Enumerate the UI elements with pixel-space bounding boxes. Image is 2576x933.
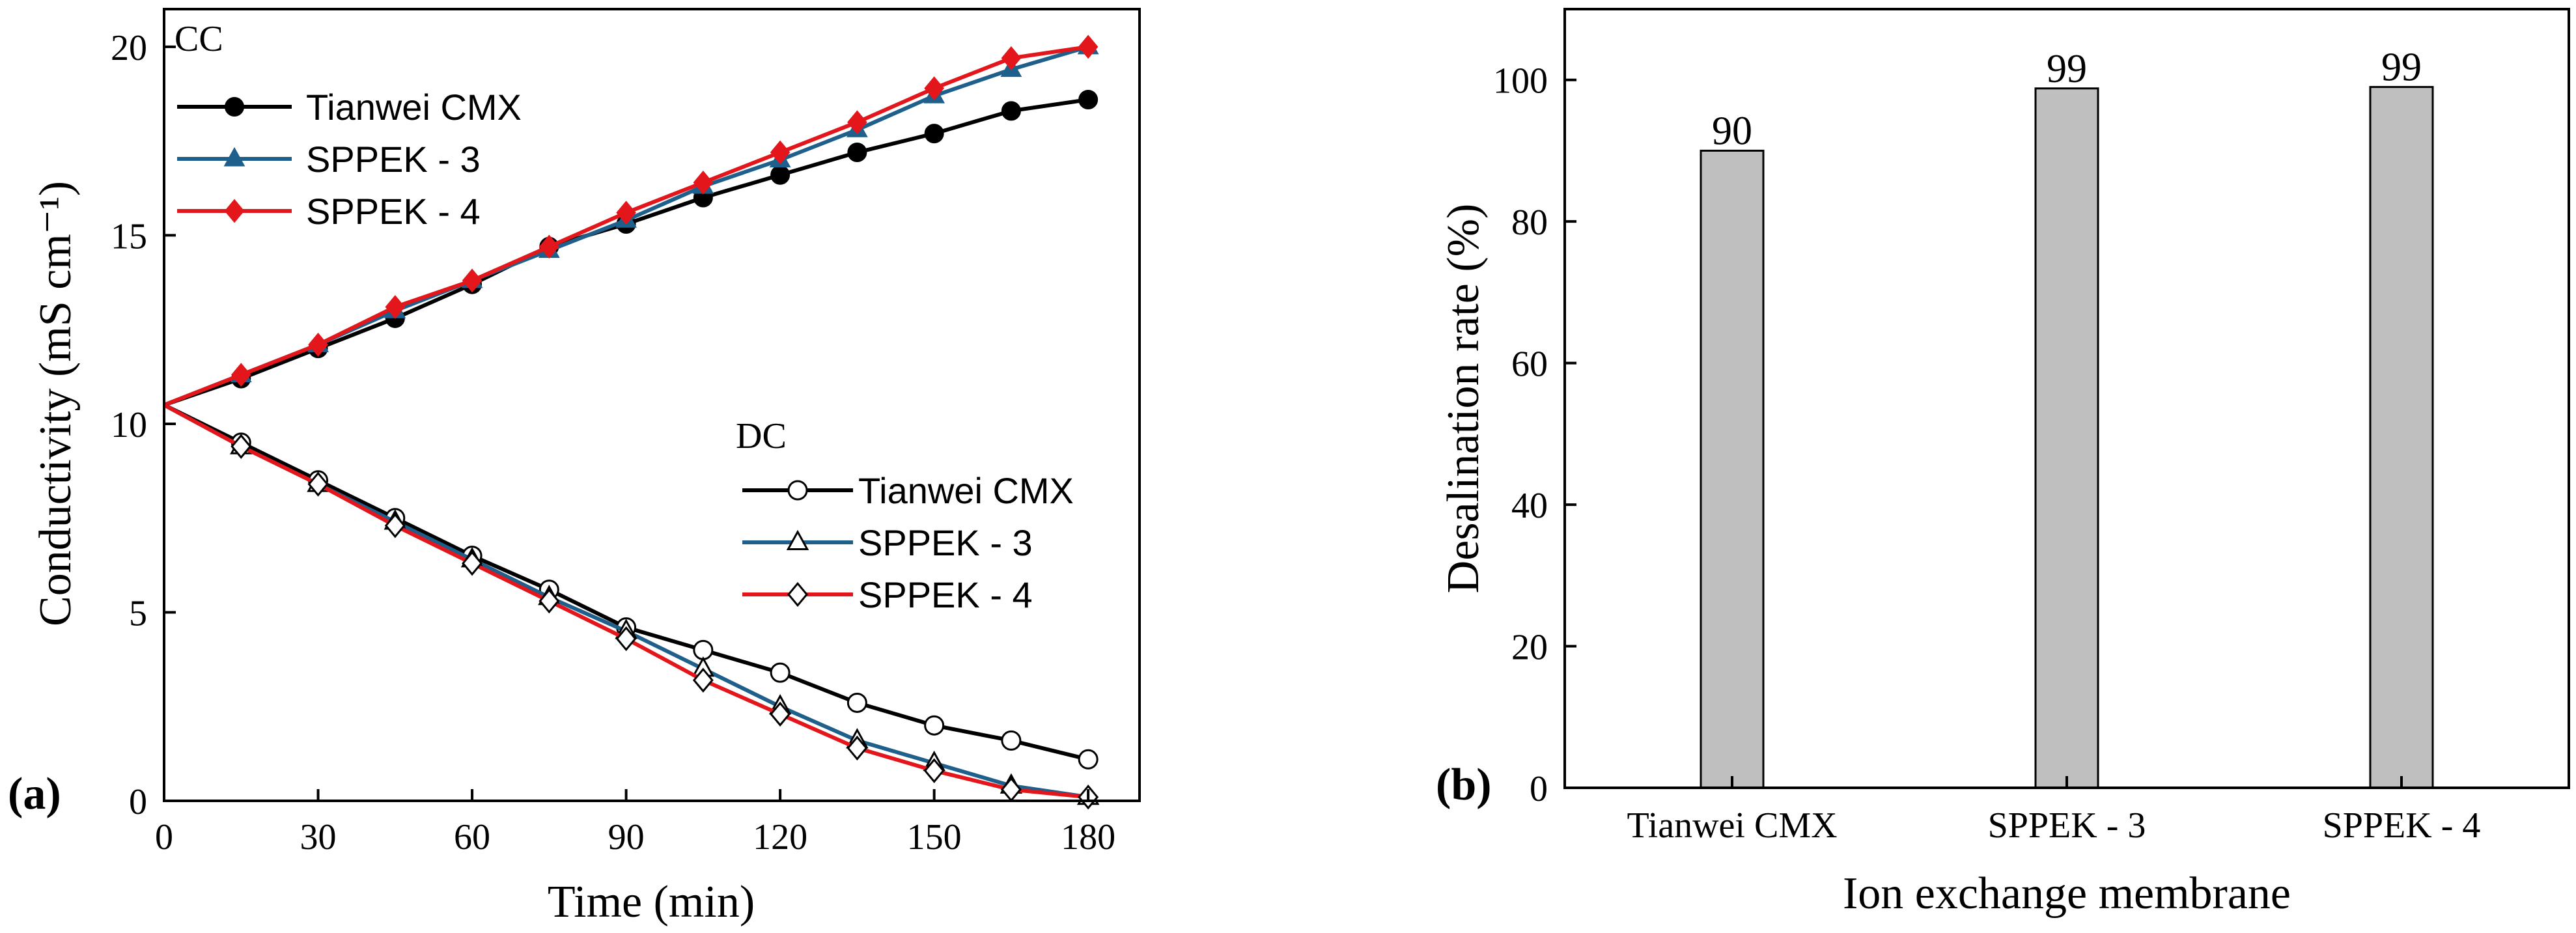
panel-b-bar xyxy=(1700,149,1765,789)
panel-a-dc-sppek-4-point xyxy=(384,513,406,538)
panel-b-x-tick-label: SPPEK - 4 xyxy=(2323,805,2481,846)
panel-a-cc-sppek-4-point xyxy=(924,76,944,100)
panel-a-legend-dc-marker xyxy=(787,581,808,607)
panel-a-ticks: 0 30 60 90 120 150 180 0 5 10 15 20 xyxy=(111,28,1115,857)
panel-b-plot-area: 90 99 99 xyxy=(1700,46,2434,789)
panel-b-label: (b) xyxy=(1436,760,1492,810)
panel-a-dc-sppek-4-point xyxy=(462,551,483,576)
panel-a-label: (a) xyxy=(8,769,61,819)
panel-a-dc-sppek-4-point xyxy=(770,701,791,727)
panel-a-y-tick-label: 20 xyxy=(111,28,147,68)
panel-a-dc-sppek-4-point xyxy=(692,667,714,693)
panel-a-cc-tianwei-cmx-point xyxy=(770,165,791,185)
panel-b-bar-data-label: 99 xyxy=(2381,46,2422,90)
panel-b-bar-chart: 90 99 99 0 20 40 60 80 100 Tianwei CMX SPPEK - 3 S… xyxy=(1436,8,2570,919)
panel-b-y-tick-label: 60 xyxy=(1511,344,1548,385)
panel-b-ylabel: Desalination rate (%) xyxy=(1438,204,1489,594)
panel-a-plot-area xyxy=(163,35,1100,810)
panel-b-bar xyxy=(2369,86,2434,789)
panel-b-bar-data-label: 90 xyxy=(1712,109,1752,153)
panel-a-legend-cc-marker xyxy=(224,199,245,223)
panel-a-cc-tianwei-cmx-line xyxy=(163,98,1089,407)
panel-a-x-tick-label: 0 xyxy=(155,817,173,857)
panel-a-y-tick-label: 10 xyxy=(111,405,147,445)
panel-a-dc-sppek-4-point xyxy=(923,758,945,783)
panel-a-legend-dc-entry: SPPEK - 4 xyxy=(858,574,1033,615)
panel-a-line-chart: 0 30 60 90 120 150 180 0 5 10 15 20 CC Tianwei CMX SP… xyxy=(8,8,1141,927)
panel-b-xlabel: Ion exchange membrane xyxy=(1843,869,2291,919)
panel-a-axes-frame xyxy=(163,8,1141,802)
panel-a-cc-sppek-4-point xyxy=(770,140,791,165)
panel-a-legend-cc-entry: SPPEK - 3 xyxy=(306,139,481,180)
panel-a-x-tick-label: 90 xyxy=(608,817,645,857)
panel-a-cc-tianwei-cmx-point xyxy=(1078,89,1099,109)
panel-b-y-tick-label: 20 xyxy=(1511,628,1548,668)
panel-b-bar xyxy=(2034,87,2099,789)
panel-a-cc-sppek-4-point xyxy=(385,295,406,319)
panel-a-cc-sppek-4-point xyxy=(693,170,714,195)
panel-a-y-tick-label: 5 xyxy=(129,593,147,634)
panel-a-cc-sppek-4-point xyxy=(539,234,559,259)
panel-a-legends: CC Tianwei CMX SPPEK - 3 SPPEK - 4 DC Tianwei… xyxy=(175,19,1074,615)
panel-a-legend-cc-marker xyxy=(223,146,245,167)
panel-a-x-tick-label: 180 xyxy=(1061,817,1115,857)
panel-a-legend-cc-title: CC xyxy=(175,19,223,59)
panel-a-cc-sppek-4-point xyxy=(231,363,251,387)
panel-a-cc-sppek-4-point xyxy=(847,110,867,135)
panel-b-y-tick-label: 0 xyxy=(1530,769,1548,809)
panel-a-legend-cc-entry: Tianwei CMX xyxy=(306,87,522,128)
panel-a-y-tick-label: 0 xyxy=(129,782,147,822)
panel-a-cc-sppek-4-point xyxy=(308,332,328,357)
panel-a-legend-dc-marker xyxy=(787,480,808,501)
panel-a-dc-tianwei-cmx-point xyxy=(847,692,867,713)
panel-a-cc-tianwei-cmx-point xyxy=(847,143,867,163)
panel-b-x-tick-label: SPPEK - 3 xyxy=(1988,805,2146,846)
panel-a-x-tick-label: 120 xyxy=(753,817,807,857)
panel-a-y-tick-label: 15 xyxy=(111,216,147,257)
panel-a-legend-dc-title: DC xyxy=(736,416,787,456)
panel-a-x-tick-label: 30 xyxy=(300,817,337,857)
panel-b-y-tick-label: 40 xyxy=(1511,486,1548,526)
panel-a-dc-tianwei-cmx-point xyxy=(1078,749,1099,770)
panel-a-x-tick-label: 60 xyxy=(454,817,490,857)
panel-a-legend-dc-entry: Tianwei CMX xyxy=(858,470,1074,511)
panel-a-dc-tianwei-cmx-point xyxy=(770,662,791,683)
panel-a-cc-sppek-4-point xyxy=(1001,46,1022,70)
panel-a-legend-dc-entry: SPPEK - 3 xyxy=(858,522,1033,563)
panel-a-dc-sppek-4-point xyxy=(231,434,252,459)
panel-a-dc-tianwei-cmx-point xyxy=(924,715,945,736)
panel-a-legend-cc-entry: SPPEK - 4 xyxy=(306,191,481,232)
panel-b-x-tick-label: Tianwei CMX xyxy=(1627,805,1837,846)
panel-b-bar-data-label: 99 xyxy=(2047,47,2087,91)
panel-a-dc-sppek-4-point xyxy=(307,471,329,497)
panel-a-cc-tianwei-cmx-point xyxy=(924,124,944,144)
panel-b-y-tick-label: 100 xyxy=(1493,61,1548,102)
panel-a-ylabel: Conductivity (mS cm⁻¹) xyxy=(31,181,81,626)
panel-a-dc-sppek-4-point xyxy=(539,588,560,614)
panel-a-dc-sppek-4-point xyxy=(847,735,868,761)
panel-a-x-tick-label: 150 xyxy=(907,817,962,857)
panel-a-cc-sppek-4-point xyxy=(462,268,483,293)
panel-a-legend-dc-marker xyxy=(786,529,809,550)
panel-b-ticks: 0 20 40 60 80 100 Tianwei CMX SPPEK - 3 SPPEK - … xyxy=(1493,61,2480,846)
panel-a-legend-cc-marker xyxy=(225,97,244,117)
panel-a-dc-sppek-4-point xyxy=(615,626,637,652)
panel-b-y-tick-label: 80 xyxy=(1511,202,1548,243)
panel-a-cc-tianwei-cmx-point xyxy=(1001,101,1021,121)
panel-a-cc-sppek-4-point xyxy=(1078,35,1099,59)
panel-a-dc-tianwei-cmx-point xyxy=(1001,730,1022,751)
panel-a-cc-sppek-4-point xyxy=(616,201,636,225)
panel-a-xlabel: Time (min) xyxy=(548,877,755,927)
